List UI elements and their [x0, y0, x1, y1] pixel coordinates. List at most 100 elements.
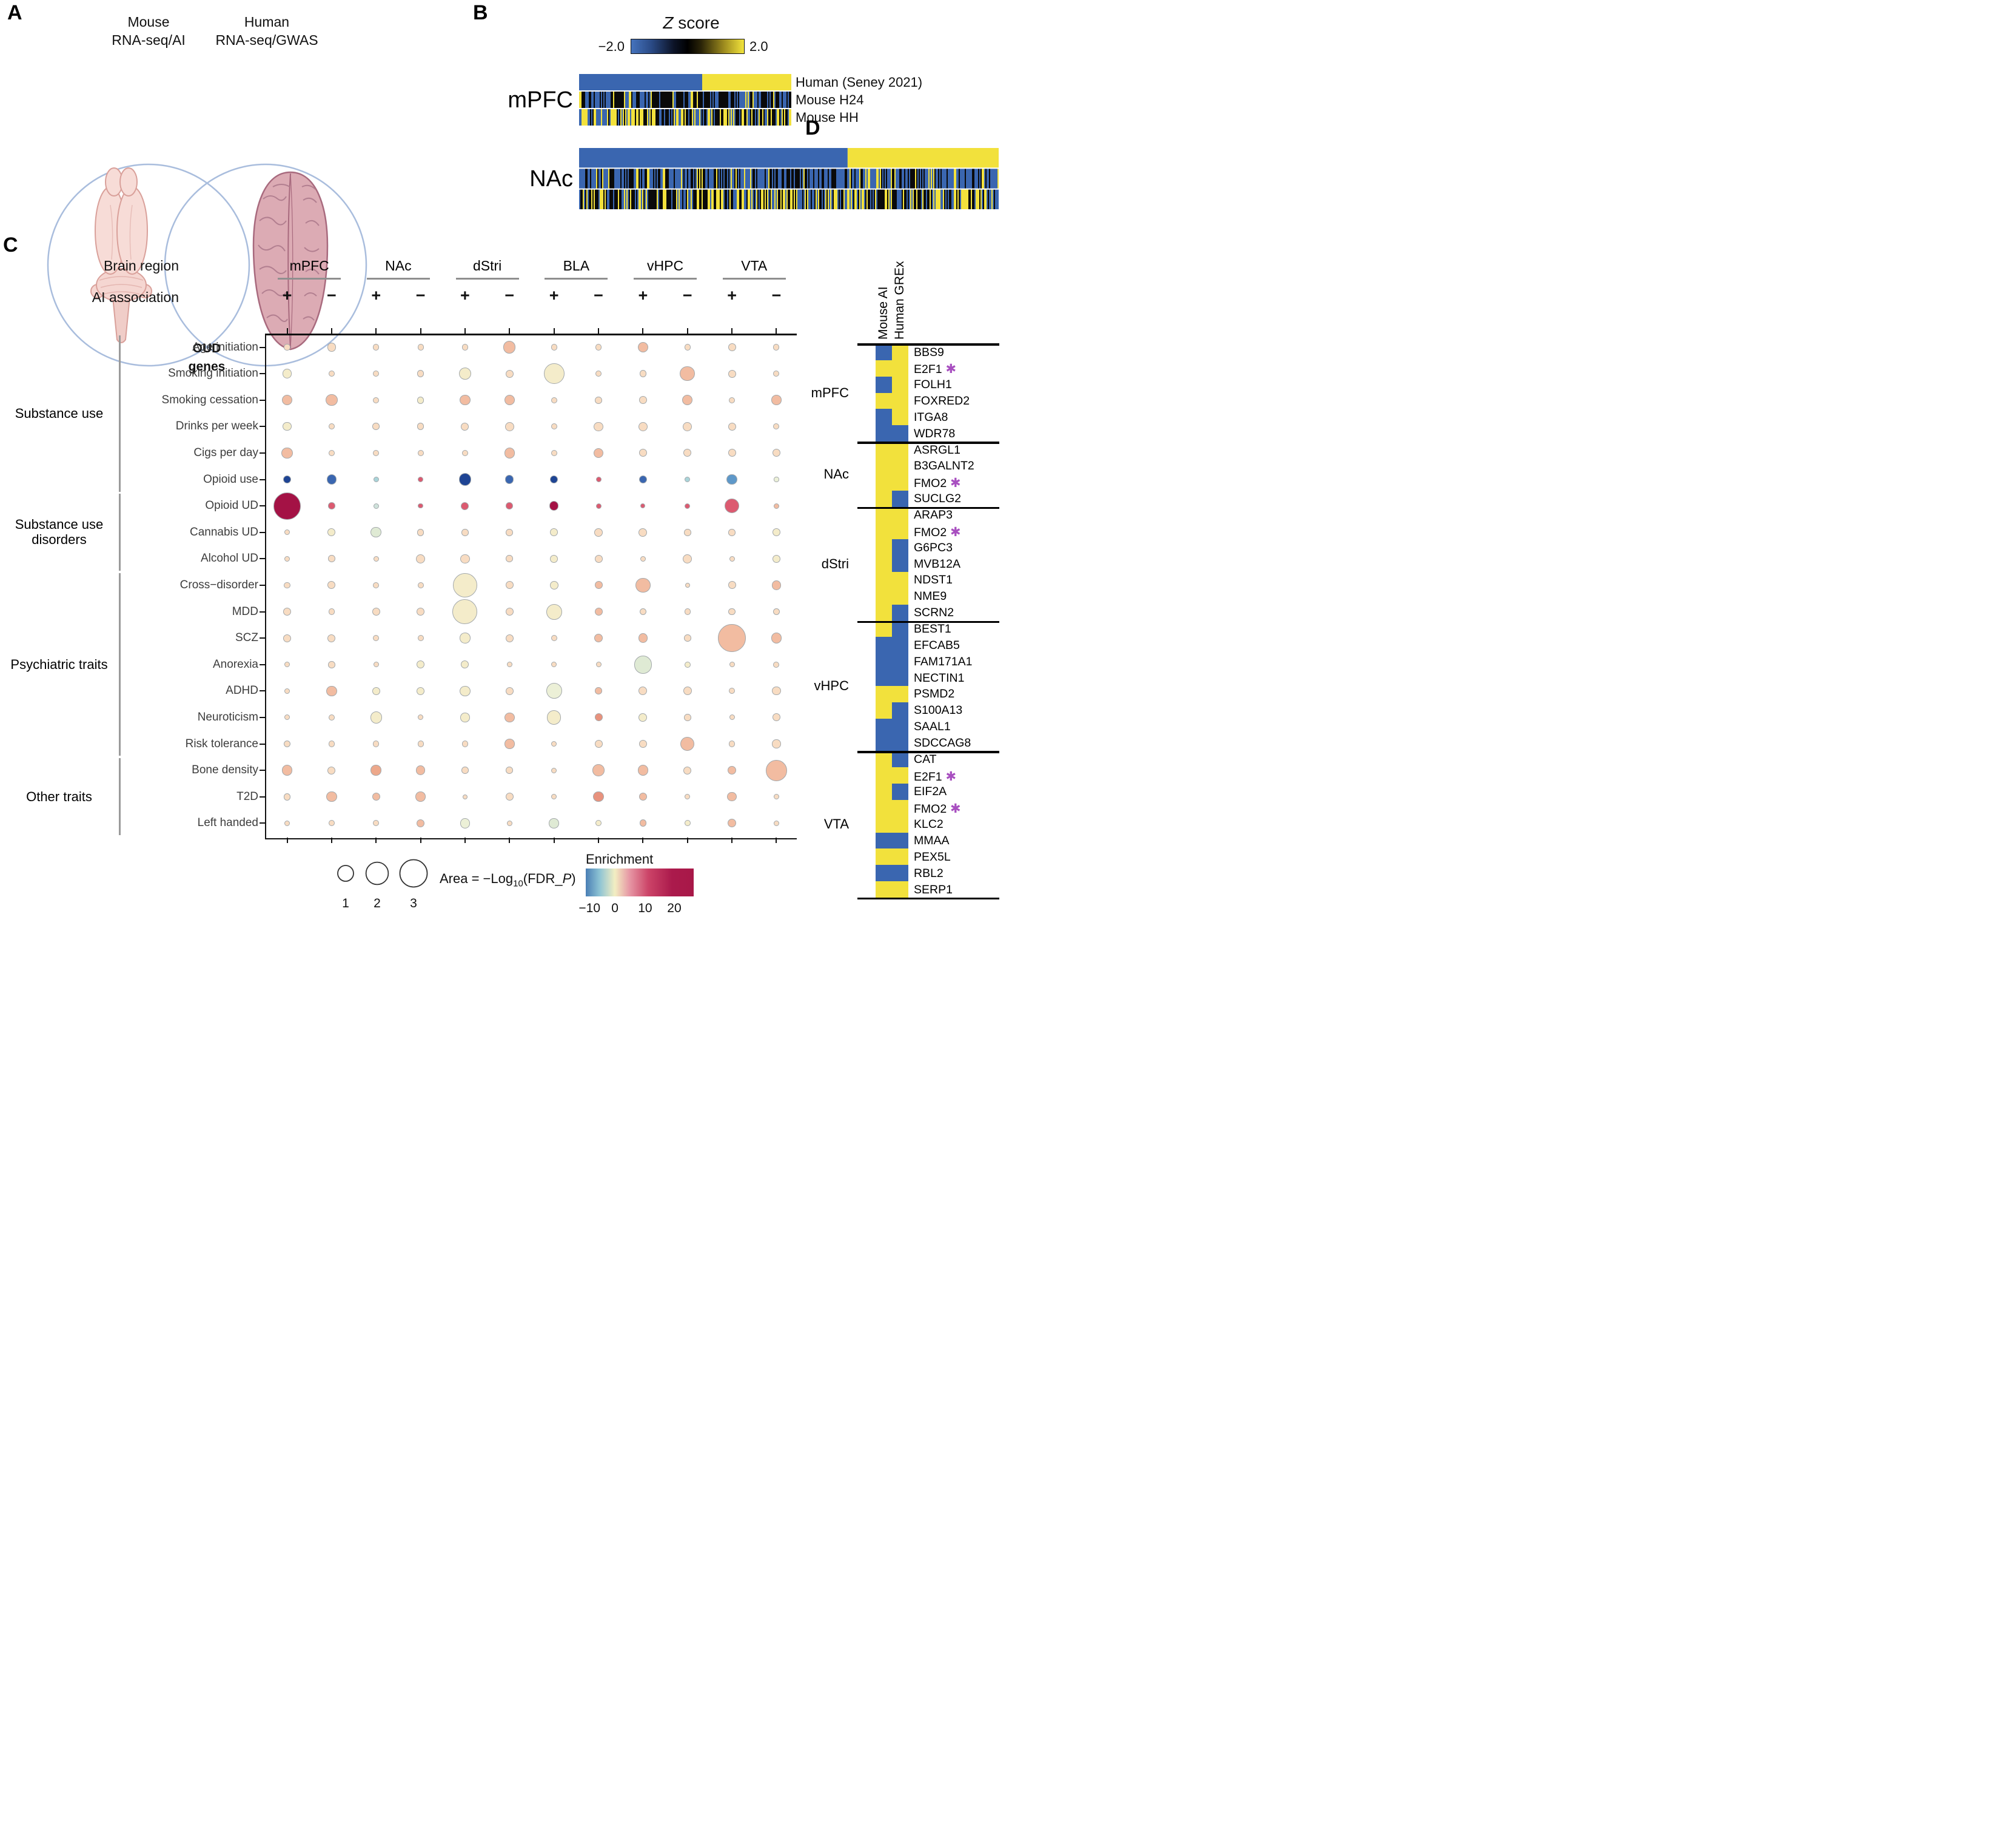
enrichment-bubble [281, 447, 293, 459]
enrichment-bubble [327, 634, 336, 642]
gene-cell-mouse [876, 799, 892, 817]
gene-label: E2F1 ✱ [914, 362, 957, 377]
enrichment-bubble [728, 369, 736, 378]
assoc-sign: + [638, 286, 648, 304]
tick-left [260, 479, 265, 480]
gene-cell-mouse [876, 653, 892, 670]
enrichment-bubble [549, 501, 559, 511]
enrichment-bubble [684, 608, 691, 615]
bubble-plot-frame [265, 334, 797, 839]
gene-cell-mouse [876, 474, 892, 491]
gene-label: PEX5L [914, 850, 951, 864]
enrichment-bubble [639, 449, 647, 457]
group-label: Other traits [26, 788, 92, 804]
gene-label: G6PC3 [914, 540, 953, 554]
trait-label: Age initiation [192, 340, 258, 354]
group-label: Psychiatric traits [10, 656, 108, 672]
enrichment-bubble [281, 394, 293, 406]
enrichment-bubble [637, 341, 649, 353]
enrichment-bubble [551, 767, 557, 773]
tick-bottom [553, 838, 555, 843]
trait-label: Bone density [192, 764, 258, 777]
enrichment-bubble [327, 766, 336, 774]
d-region-label: NAc [823, 466, 849, 482]
enrichment-bubble [326, 685, 337, 697]
enrichment-bubble [551, 635, 557, 642]
enrichment-bubble [328, 371, 335, 377]
gene-label: CAT [914, 752, 937, 766]
trait-label: Left handed [197, 816, 258, 830]
enrichment-bubble [639, 687, 648, 696]
gene-cell-mouse [876, 392, 892, 409]
enrichment-bubble [506, 662, 512, 668]
gene-cell-human [892, 816, 908, 833]
gene-cell-human [892, 523, 908, 540]
enrichment-bubble [281, 765, 293, 776]
enrichment-bubble [551, 397, 557, 403]
enrichment-bubble [772, 687, 781, 696]
enrichment-bubble [370, 765, 381, 776]
venn-overlap-label: OUD genes [173, 340, 240, 377]
enrichment-bubble [551, 662, 557, 668]
enrichment-bubble [461, 528, 469, 536]
gene-cell-human [892, 620, 908, 637]
enrichment-bubble [773, 344, 780, 351]
gene-cell-mouse [876, 848, 892, 865]
heatmap-row-label: Mouse H24 [796, 92, 864, 108]
gene-label: RBL2 [914, 866, 944, 880]
gene-label: S100A13 [914, 704, 963, 717]
region-header-NAc: NAc [385, 258, 412, 274]
enrichment-bubble [373, 449, 380, 456]
enrichment-bubble [595, 344, 602, 351]
region-header-VTA: VTA [741, 258, 768, 274]
gene-cell-human [892, 784, 908, 801]
enrichment-bubble [727, 819, 737, 828]
panel-d-letter: D [805, 116, 820, 139]
section-divider [857, 343, 999, 346]
gene-cell-mouse [876, 702, 892, 719]
enrichment-bubble [505, 581, 514, 590]
bubble-plot-area [265, 334, 796, 836]
size-legend-circle [399, 859, 428, 888]
enrichment-bubble [417, 449, 424, 456]
enrichment-bubble [551, 344, 557, 351]
enrichment-bubble [417, 608, 425, 616]
enrichment-bubble [461, 741, 468, 747]
section-divider [857, 751, 999, 753]
enrichment-bubble [685, 503, 691, 509]
enrichment-bubble [728, 449, 736, 457]
enrichment-bubble [595, 371, 602, 377]
d-region-label: dStri [821, 556, 849, 571]
enrichment-bubble [594, 633, 603, 643]
enrichment-bubble [461, 422, 469, 431]
gene-cell-human [892, 637, 908, 654]
trait-label: Smoking initiation [168, 367, 258, 380]
size-legend-circle [337, 865, 354, 882]
zscore-title-italic: Z [663, 13, 674, 32]
enrichment-bubble [640, 503, 646, 509]
tick-top [464, 328, 466, 334]
enrichment-bubble [328, 660, 335, 668]
enrichment-bubble [373, 344, 380, 351]
region-header-dStri: dStri [472, 258, 502, 274]
enrichment-bubble [417, 635, 424, 642]
enrichment-bubble [729, 662, 735, 668]
enrichment-bubble [460, 394, 471, 406]
enrichment-bubble [460, 818, 471, 828]
enrichment-bubble [683, 554, 692, 563]
region-underline [545, 278, 608, 280]
gene-label: MVB12A [914, 557, 960, 571]
enrichment-bubble [327, 528, 336, 537]
enrichment-bubble [504, 394, 515, 406]
assoc-sign: − [771, 286, 782, 304]
enrichment-bubble [637, 765, 649, 776]
enrichment-bubble [728, 343, 736, 351]
tick-top [375, 328, 377, 334]
gene-cell-human [892, 751, 908, 768]
size-legend-formula: Area = −Log10(FDR_P) [440, 871, 576, 889]
enrichment-bubble [594, 581, 603, 590]
gene-cell-human [892, 718, 908, 735]
venn-left-title-line2: RNA-seq/AI [112, 32, 186, 48]
region-underline [634, 278, 697, 280]
enrichment-bubble [328, 608, 335, 615]
